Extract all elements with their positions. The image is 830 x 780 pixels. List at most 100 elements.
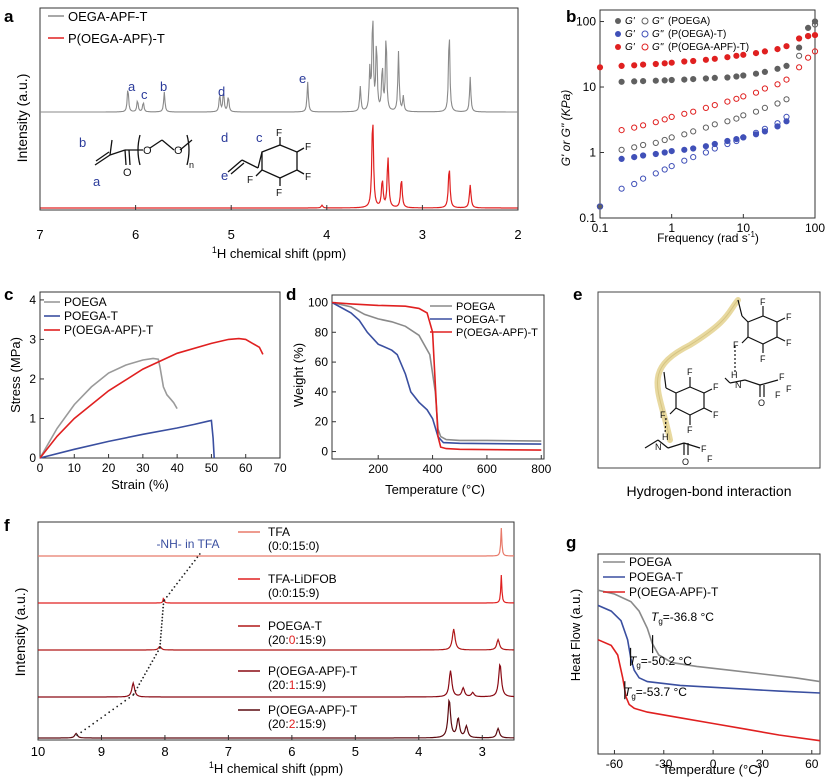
data-point [652, 77, 659, 84]
peak-label-e: e [299, 71, 306, 86]
legend-item: POEGA-T [629, 570, 684, 584]
data-point [668, 76, 675, 84]
data-point [631, 144, 638, 151]
data-point [681, 76, 688, 83]
data-point [752, 50, 760, 57]
legend-item: P(OEGA-APF)-T [456, 327, 538, 339]
data-point [740, 72, 747, 79]
track-dot [178, 579, 181, 582]
panel-e-label: e [573, 285, 582, 304]
data-point [761, 68, 769, 76]
plot-frame [39, 291, 281, 459]
data-point [783, 113, 790, 121]
apf-label-d: d [221, 130, 228, 145]
spectrum-trace [38, 574, 514, 604]
data-point [640, 175, 647, 182]
data-point [724, 74, 731, 81]
x-tick-label: 8 [161, 744, 168, 759]
track-dot [108, 711, 111, 714]
y-tick-label: 3 [29, 332, 36, 346]
series-line [39, 337, 264, 459]
data-point [618, 78, 625, 85]
tg-label: Tg=-36.8 °C [651, 610, 714, 626]
panel-a-plot-frame [39, 7, 519, 211]
data-point [702, 149, 710, 156]
x-tick-label: 10 [737, 221, 751, 235]
x-tick-label: 50 [205, 461, 219, 475]
data-point [631, 62, 638, 69]
track-dot [198, 553, 201, 555]
atom-f: F [707, 454, 713, 464]
track-dot [176, 582, 178, 585]
track-dot [84, 728, 87, 731]
data-point [690, 57, 697, 65]
oega-repeat-n: n [189, 160, 194, 170]
x-tick-label: 70 [273, 461, 287, 475]
data-point [711, 74, 718, 82]
atom-f: F [733, 340, 739, 350]
data-point [733, 95, 740, 102]
oega-label-b: b [79, 135, 86, 150]
panel-g-curves [597, 589, 821, 742]
data-point [668, 148, 675, 155]
data-point [796, 64, 803, 71]
panel-b-label: b [566, 7, 576, 26]
track-dot [160, 629, 163, 632]
x-tick-label: 7 [225, 744, 232, 759]
data-point [618, 146, 625, 153]
atom-f: F [687, 367, 693, 377]
track-dot [134, 689, 137, 692]
data-point [690, 154, 697, 161]
trace-ratio: (20:1:15:9) [268, 678, 326, 692]
atom-o: O [758, 398, 765, 408]
plot-frame [597, 553, 821, 755]
panel-e-caption: Hydrogen-bond interaction [627, 483, 792, 499]
track-dot [140, 680, 143, 682]
atom-f: F [701, 444, 707, 454]
panel-g: g Heat Flow (a.u.) -60 -30 0 30 60 POEGAPOEG… [566, 533, 821, 777]
legend-marker-open [641, 43, 649, 51]
panel-f-xlabel-text: H chemical shift (ppm) [214, 761, 343, 776]
x-tick-label: 2 [514, 227, 521, 242]
trace-ratio: (0:0:15:9) [268, 586, 319, 600]
y-tick-label: 0 [321, 445, 328, 459]
peak-label-c: c [141, 87, 148, 102]
track-dot [88, 725, 91, 728]
x-tick-label: 0 [37, 461, 44, 475]
track-dot [128, 697, 131, 699]
data-point [652, 139, 659, 146]
track-dot [149, 663, 152, 666]
trace-name: P(OEGA-APF)-T [268, 664, 358, 678]
trace-ratio: (0:0:15:0) [268, 539, 319, 553]
panel-b-points [596, 18, 819, 210]
track-dot [104, 714, 107, 716]
panel-c-curves [39, 337, 264, 459]
track-dot [145, 670, 148, 672]
panel-d: d Weight (%) 200 400 600 800 0 20 40 60 80 100 Te… [286, 285, 552, 497]
y-tick-label: 60 [315, 355, 329, 369]
track-dot [162, 600, 165, 602]
panel-c-label: c [4, 285, 13, 304]
series-line [331, 301, 542, 451]
atom-f: F [713, 382, 719, 392]
track-dot [80, 731, 83, 734]
peak-label-b: b [160, 79, 167, 94]
data-point [702, 124, 710, 131]
panel-b-xlabel: Frequency (rad s-1) [657, 230, 759, 245]
data-point [631, 154, 638, 161]
data-point [811, 21, 819, 28]
legend-item: POEGA [456, 301, 496, 313]
x-tick-label: 5 [228, 227, 235, 242]
data-point [761, 104, 769, 112]
panel-d-label: d [286, 285, 296, 304]
legend-item: POEGA [629, 555, 672, 569]
y-tick-label: 80 [315, 325, 329, 339]
data-point [752, 108, 760, 115]
series-line [331, 301, 542, 442]
atom-n: N [735, 380, 742, 390]
panel-a-xlabel-sup: 1 [212, 245, 217, 255]
track-dot [160, 626, 163, 629]
data-point [596, 64, 604, 71]
atom-f: F [775, 390, 781, 400]
